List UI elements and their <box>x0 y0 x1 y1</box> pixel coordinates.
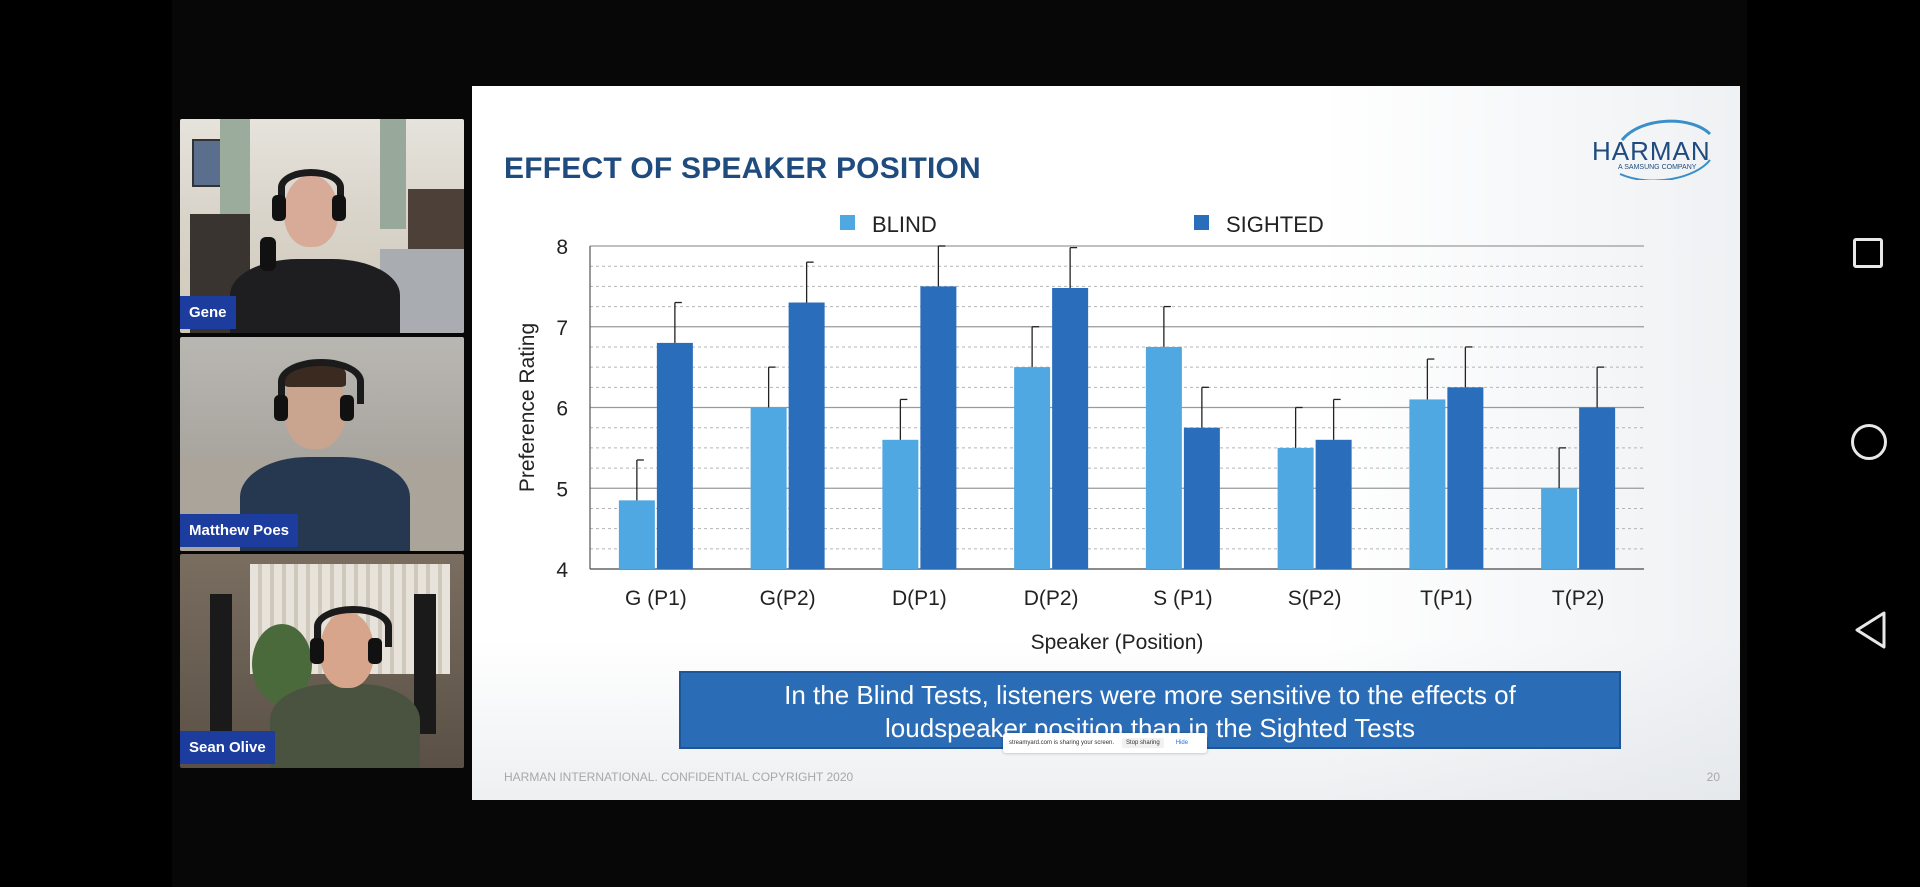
bar-blind <box>1145 346 1182 569</box>
logo-swoosh-icon <box>1619 119 1712 180</box>
x-tick-label: D(P1) <box>892 587 947 610</box>
participant-name: Gene <box>180 296 236 329</box>
y-tick-label: 6 <box>556 398 568 421</box>
bar-blind <box>618 500 655 569</box>
bar-sighted <box>1579 407 1616 569</box>
participant-tile-matthew-poes[interactable]: Matthew Poes <box>180 337 464 551</box>
legend-label: SIGHTED <box>1226 212 1324 237</box>
slide-footer: HARMAN INTERNATIONAL. CONFIDENTIAL COPYR… <box>504 770 854 784</box>
bar-sighted <box>656 342 693 569</box>
slide-page-number: 20 <box>1706 770 1720 784</box>
x-tick-label: G(P2) <box>760 587 816 610</box>
y-axis-label: Preference Rating <box>516 323 539 492</box>
shared-slide: EFFECT OF SPEAKER POSITION HARMAN A SAMS… <box>472 86 1740 800</box>
y-tick-label: 4 <box>556 559 568 582</box>
harman-logo: HARMAN A SAMSUNG COMPANY <box>1592 110 1722 180</box>
x-tick-label: S (P1) <box>1153 587 1213 610</box>
x-tick-label: G (P1) <box>625 587 687 610</box>
home-icon[interactable] <box>1851 424 1887 460</box>
participant-tile-sean-olive[interactable]: Sean Olive <box>180 554 464 768</box>
x-tick-label: T(P1) <box>1420 587 1473 610</box>
y-tick-label: 7 <box>556 317 568 340</box>
bar-sighted <box>788 302 825 569</box>
y-tick-label: 5 <box>556 478 568 501</box>
x-tick-label: S(P2) <box>1288 587 1342 610</box>
android-nav-bar <box>1805 0 1920 887</box>
x-tick-label: D(P2) <box>1024 587 1079 610</box>
bar-blind <box>1541 488 1578 569</box>
bar-blind <box>1409 399 1446 569</box>
logo-wordmark: HARMAN <box>1592 136 1711 166</box>
participant-tile-gene[interactable]: Gene <box>180 119 464 333</box>
bar-sighted <box>920 286 957 569</box>
bar-blind <box>1277 447 1314 569</box>
bar-blind <box>1014 367 1051 569</box>
legend-swatch <box>840 215 855 230</box>
stop-sharing-button[interactable]: Stop sharing <box>1122 738 1164 748</box>
participant-name: Sean Olive <box>180 731 275 764</box>
hide-button[interactable]: Hide <box>1175 740 1189 746</box>
slide-title: EFFECT OF SPEAKER POSITION <box>504 152 981 185</box>
logo-subtitle: A SAMSUNG COMPANY <box>1618 164 1697 171</box>
back-icon[interactable] <box>1853 610 1887 650</box>
x-axis-label: Speaker (Position) <box>1031 631 1204 654</box>
screen-share-bar: streamyard.com is sharing your screen. S… <box>1003 733 1207 753</box>
bar-sighted <box>1447 387 1484 569</box>
legend-swatch <box>1194 215 1209 230</box>
recents-icon[interactable] <box>1853 238 1883 268</box>
bar-blind <box>750 407 787 569</box>
legend-label: BLIND <box>872 212 937 237</box>
bar-sighted <box>1052 287 1089 569</box>
x-tick-label: T(P2) <box>1552 587 1605 610</box>
bar-sighted <box>1315 439 1352 569</box>
y-tick-label: 8 <box>556 236 568 259</box>
callout-line-1: In the Blind Tests, listeners were more … <box>784 680 1516 710</box>
participant-video <box>180 119 464 333</box>
bar-chart: 4 5 6 7 8 Preference Rating Speaker (Position)… <box>516 212 1644 654</box>
bar-blind <box>882 439 919 569</box>
participant-name: Matthew Poes <box>180 514 299 547</box>
share-message: streamyard.com is sharing your screen. <box>1009 740 1115 746</box>
bar-sighted <box>1183 427 1220 569</box>
